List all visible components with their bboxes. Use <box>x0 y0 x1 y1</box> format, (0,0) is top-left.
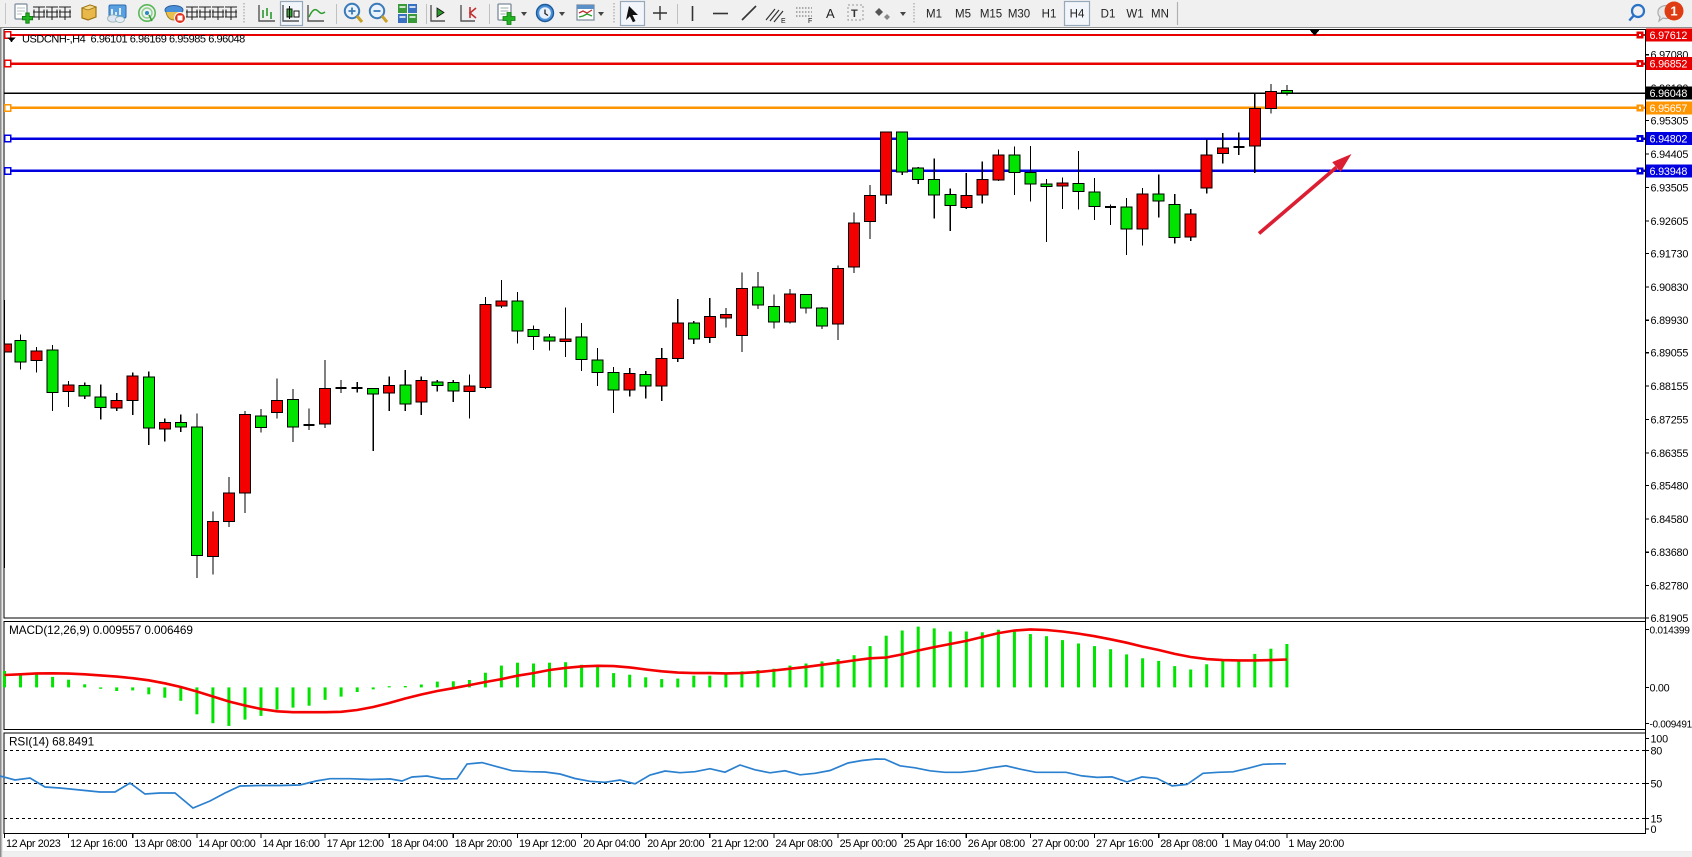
svg-text:19 Apr 12:00: 19 Apr 12:00 <box>519 838 576 850</box>
svg-text:H4: H4 <box>1070 9 1085 21</box>
svg-text:6.86355: 6.86355 <box>1651 448 1689 460</box>
svg-text:0: 0 <box>1651 824 1657 836</box>
svg-text:17 Apr 12:00: 17 Apr 12:00 <box>327 838 384 850</box>
svg-text:6.93948: 6.93948 <box>1650 166 1688 178</box>
svg-text:12 Apr 2023: 12 Apr 2023 <box>6 838 61 850</box>
svg-text:MACD(12,26,9) 0.009557 0.00646: MACD(12,26,9) 0.009557 0.006469 <box>9 623 193 637</box>
svg-text:A: A <box>826 6 835 21</box>
svg-text:50: 50 <box>1651 779 1663 791</box>
svg-text:6.94802: 6.94802 <box>1650 134 1688 146</box>
svg-text:6.89930: 6.89930 <box>1651 315 1689 327</box>
svg-text:H1: H1 <box>1042 9 1057 21</box>
svg-text:M5: M5 <box>955 9 971 21</box>
svg-text:25 Apr 00:00: 25 Apr 00:00 <box>840 838 897 850</box>
svg-text:28 Apr 08:00: 28 Apr 08:00 <box>1160 838 1217 850</box>
svg-text:1 May 20:00: 1 May 20:00 <box>1288 838 1344 850</box>
svg-text:6.89055: 6.89055 <box>1651 348 1689 360</box>
svg-text:27 Apr 00:00: 27 Apr 00:00 <box>1032 838 1089 850</box>
svg-text:26 Apr 08:00: 26 Apr 08:00 <box>968 838 1025 850</box>
svg-text:D1: D1 <box>1101 9 1116 21</box>
svg-text:6.96048: 6.96048 <box>1650 88 1688 100</box>
svg-text:F: F <box>808 18 812 25</box>
svg-text:6.94405: 6.94405 <box>1651 149 1689 161</box>
svg-text:RSI(14) 68.8491: RSI(14) 68.8491 <box>9 735 94 749</box>
svg-text:6.92605: 6.92605 <box>1651 216 1689 228</box>
svg-text:6.95657: 6.95657 <box>1650 103 1688 115</box>
svg-text:6.93505: 6.93505 <box>1651 183 1689 195</box>
svg-text:6.87255: 6.87255 <box>1651 415 1689 427</box>
svg-text:-0.009491: -0.009491 <box>1650 720 1692 731</box>
svg-text:6.84580: 6.84580 <box>1651 514 1689 526</box>
svg-text:6.82780: 6.82780 <box>1651 581 1689 593</box>
svg-text:M1: M1 <box>926 9 942 21</box>
svg-text:15: 15 <box>1651 814 1663 826</box>
svg-text:12 Apr 16:00: 12 Apr 16:00 <box>70 838 127 850</box>
svg-text:6.97612: 6.97612 <box>1650 30 1688 42</box>
svg-text:25 Apr 16:00: 25 Apr 16:00 <box>904 838 961 850</box>
svg-text:0.00: 0.00 <box>1650 682 1670 694</box>
svg-text:18 Apr 20:00: 18 Apr 20:00 <box>455 838 512 850</box>
svg-text:W1: W1 <box>1126 9 1143 21</box>
svg-text:14 Apr 16:00: 14 Apr 16:00 <box>263 838 320 850</box>
svg-text:T: T <box>851 8 858 20</box>
svg-text:M15: M15 <box>980 9 1002 21</box>
svg-text:0.014399: 0.014399 <box>1650 626 1691 637</box>
svg-text:6.83680: 6.83680 <box>1651 547 1689 559</box>
svg-text:6.81905: 6.81905 <box>1651 613 1689 625</box>
svg-text:E: E <box>781 18 786 25</box>
svg-text:14 Apr 00:00: 14 Apr 00:00 <box>198 838 255 850</box>
svg-text:USDCNH-,H4 6.96101 6.96169 6.: USDCNH-,H4 6.96101 6.96169 6.95985 6.960… <box>22 34 245 46</box>
svg-text:6.85480: 6.85480 <box>1651 480 1689 492</box>
svg-text:21 Apr 12:00: 21 Apr 12:00 <box>711 838 768 850</box>
svg-text:1: 1 <box>1670 4 1677 19</box>
svg-text:MN: MN <box>1151 9 1169 21</box>
svg-text:1 May 04:00: 1 May 04:00 <box>1224 838 1280 850</box>
svg-text:6.95305: 6.95305 <box>1651 116 1689 128</box>
svg-text:6.96852: 6.96852 <box>1650 59 1688 71</box>
svg-text:6.90830: 6.90830 <box>1651 282 1689 294</box>
svg-text:80: 80 <box>1651 746 1663 758</box>
svg-text:M30: M30 <box>1008 9 1030 21</box>
svg-text:24 Apr 08:00: 24 Apr 08:00 <box>775 838 832 850</box>
svg-text:20 Apr 04:00: 20 Apr 04:00 <box>583 838 640 850</box>
svg-text:13 Apr 08:00: 13 Apr 08:00 <box>134 838 191 850</box>
svg-text:20 Apr 20:00: 20 Apr 20:00 <box>647 838 704 850</box>
svg-text:18 Apr 04:00: 18 Apr 04:00 <box>391 838 448 850</box>
svg-text:6.88155: 6.88155 <box>1651 381 1689 393</box>
svg-text:6.91730: 6.91730 <box>1651 248 1689 260</box>
svg-text:27 Apr 16:00: 27 Apr 16:00 <box>1096 838 1153 850</box>
svg-text:100: 100 <box>1651 734 1669 746</box>
